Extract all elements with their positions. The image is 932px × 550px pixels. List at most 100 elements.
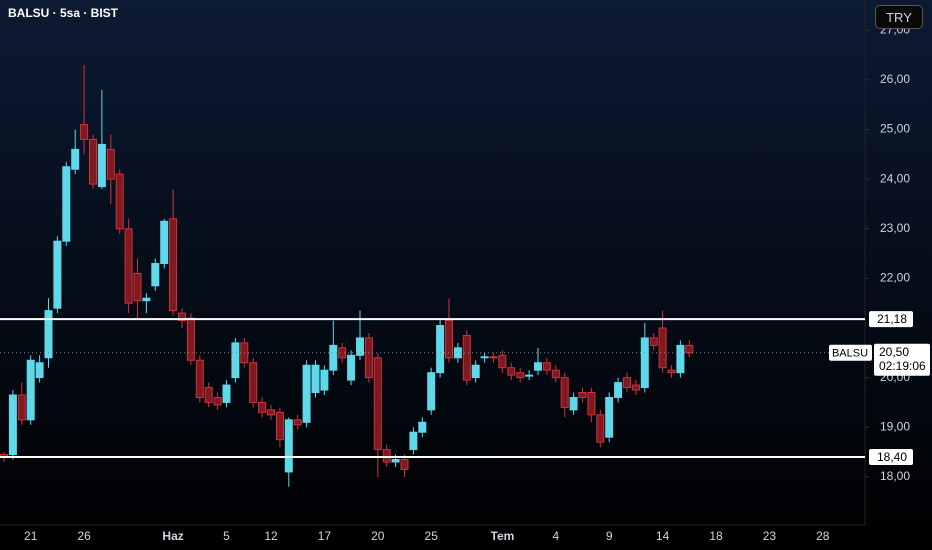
candle-body <box>71 148 80 170</box>
candle-body <box>204 387 213 403</box>
candle-body <box>578 392 587 398</box>
y-tick-label: 19,00 <box>880 419 910 433</box>
candle-body <box>151 262 160 287</box>
x-tick-label: 18 <box>709 529 723 543</box>
candle-body <box>569 396 578 411</box>
candle-body <box>489 356 498 359</box>
candle-body <box>213 396 222 406</box>
candle-body <box>409 431 418 451</box>
candle-body <box>35 362 44 379</box>
candle-body <box>302 364 311 423</box>
x-tick-label: Tem <box>491 529 515 543</box>
candle-body <box>658 327 667 369</box>
candle-body <box>391 458 400 463</box>
price-label: 21,18 <box>877 312 907 326</box>
currency-button[interactable]: TRY <box>875 5 923 29</box>
x-tick-label: 28 <box>816 529 830 543</box>
x-tick-label: 26 <box>77 529 91 543</box>
candle-body <box>142 297 151 302</box>
x-tick-label: 20 <box>371 529 385 543</box>
y-tick-label: 25,00 <box>880 122 910 136</box>
chart-title: BALSU · 5sa · BIST <box>8 6 119 20</box>
candle-body <box>133 272 142 302</box>
candle-body <box>400 458 409 470</box>
x-tick-label: 21 <box>24 529 38 543</box>
candle-body <box>364 337 373 379</box>
candle-body <box>258 401 267 413</box>
candle-body <box>267 409 275 416</box>
candle-body <box>62 166 71 242</box>
candle-body <box>178 312 186 322</box>
candle-body <box>373 357 382 451</box>
last-price-box <box>874 343 930 376</box>
candle-body <box>186 317 195 361</box>
candle-body <box>685 344 694 354</box>
price-label: 18,40 <box>877 450 907 464</box>
last-price-label: 20,50 <box>879 345 909 359</box>
candle-body <box>338 347 347 359</box>
candle-body <box>534 362 542 371</box>
candle-body <box>623 377 631 389</box>
candle-body <box>614 382 623 398</box>
candle-body <box>605 396 614 438</box>
symbol-box <box>829 344 872 361</box>
candle-body <box>169 218 178 312</box>
candle-body <box>507 367 516 376</box>
candle-body <box>106 148 115 180</box>
x-tick-label: 23 <box>763 529 777 543</box>
candle-body <box>320 369 329 391</box>
x-tick-label: 9 <box>606 529 613 543</box>
candle-body <box>284 419 293 473</box>
x-tick-label: 14 <box>656 529 670 543</box>
candle-body <box>596 414 605 443</box>
candle-body <box>462 334 471 381</box>
x-tick-label: 12 <box>264 529 278 543</box>
symbol-label: BALSU <box>832 348 868 360</box>
candle-body <box>160 220 169 264</box>
candle-body <box>80 124 89 140</box>
candle-body <box>275 411 284 441</box>
candle-body <box>347 354 356 381</box>
candle-body <box>222 384 231 403</box>
candle-body <box>453 347 462 359</box>
candle-body <box>516 372 525 379</box>
candle-body <box>560 377 569 408</box>
x-tick-label: Haz <box>162 529 183 543</box>
candle-body <box>8 394 17 456</box>
candle-body <box>498 354 507 369</box>
candle-body <box>445 320 453 359</box>
candle-body <box>311 364 320 394</box>
candle-body <box>293 419 302 426</box>
candle-body <box>667 369 676 374</box>
candle-body <box>525 374 534 377</box>
candle-body <box>382 449 391 463</box>
candle-body <box>551 369 560 379</box>
candle-body <box>53 240 62 309</box>
y-tick-label: 26,00 <box>880 72 910 86</box>
candle-body <box>17 394 26 421</box>
candle-body <box>44 310 53 359</box>
candle-body <box>676 344 685 374</box>
candle-body <box>480 356 489 359</box>
candle-body <box>115 173 124 230</box>
candle-body <box>249 362 258 403</box>
x-tick-label: 4 <box>552 529 559 543</box>
candle-body <box>640 337 649 389</box>
candle-body <box>649 337 658 346</box>
candle-body <box>231 342 240 379</box>
price-label-box <box>869 311 913 328</box>
x-tick-label: 25 <box>425 529 439 543</box>
candle-body <box>631 384 640 391</box>
price-label-box <box>869 449 913 466</box>
candle-body <box>436 325 445 374</box>
candle-body <box>356 337 364 356</box>
candle-body <box>124 228 133 304</box>
candle-body <box>427 372 436 411</box>
x-tick-label: 5 <box>223 529 230 543</box>
candle-body <box>587 392 596 416</box>
candle-body <box>542 362 551 371</box>
y-tick-label: 22,00 <box>880 271 910 285</box>
candle-body <box>471 364 480 379</box>
